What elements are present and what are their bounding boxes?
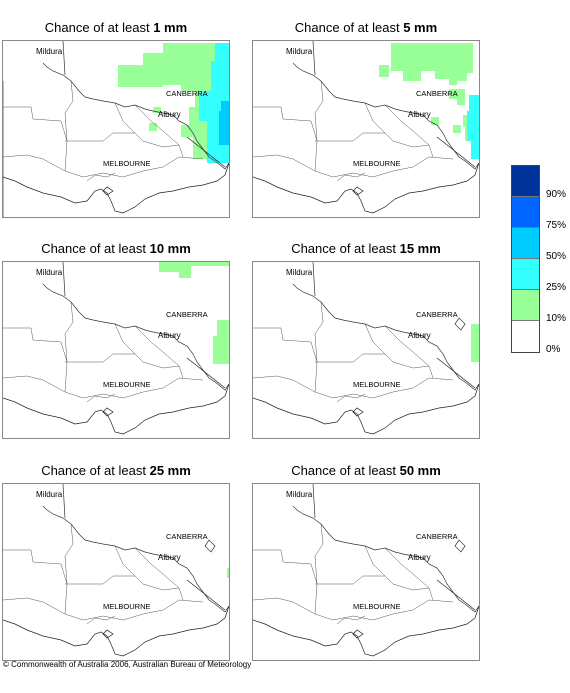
probability-map	[3, 41, 229, 217]
place-label-albury: Albury	[158, 110, 181, 119]
place-label-melbourne: MELBOURNE	[103, 602, 151, 611]
place-label-albury: Albury	[408, 110, 431, 119]
coastline	[3, 357, 229, 435]
state-borders	[292, 484, 479, 613]
panel-title: Chance of at least 10 mm	[2, 241, 230, 256]
title-prefix: Chance of at least	[294, 20, 400, 35]
coastline	[253, 136, 479, 214]
panel-title: Chance of at least 15 mm	[252, 241, 480, 256]
place-label-melbourne: MELBOURNE	[353, 602, 401, 611]
probability-map	[253, 262, 479, 435]
legend-tick-50: 50%	[546, 251, 567, 262]
map-frame: Mildura CANBERRA Albury MELBOURNE	[2, 40, 230, 218]
panel-title: Chance of at least 1 mm	[2, 20, 230, 35]
place-label-albury: Albury	[408, 553, 431, 562]
map-frame: Mildura CANBERRA Albury MELBOURNE	[2, 483, 230, 661]
title-threshold: 25 mm	[149, 463, 191, 478]
coastline	[253, 357, 479, 435]
title-prefix: Chance of at least	[41, 241, 146, 256]
district-boundaries	[253, 301, 454, 403]
probability-map	[253, 484, 479, 657]
legend-swatch-3	[512, 259, 539, 290]
place-label-mildura: Mildura	[286, 47, 313, 56]
title-threshold: 50 mm	[399, 463, 441, 478]
title-threshold: 10 mm	[149, 241, 191, 256]
place-label-canberra: CANBERRA	[416, 89, 458, 98]
probability-shading	[159, 262, 229, 364]
place-label-canberra: CANBERRA	[166, 532, 208, 541]
place-label-canberra: CANBERRA	[416, 532, 458, 541]
map-frame: Mildura CANBERRA Albury MELBOURNE	[2, 261, 230, 439]
place-label-albury: Albury	[158, 331, 181, 340]
legend-swatch-1	[512, 197, 539, 228]
map-frame: Mildura CANBERRA Albury MELBOURNE	[252, 261, 480, 439]
title-threshold: 1 mm	[153, 20, 188, 35]
coastline	[253, 579, 479, 657]
place-label-melbourne: MELBOURNE	[103, 159, 151, 168]
map-frame: Mildura CANBERRA Albury MELBOURNE	[252, 40, 480, 218]
legend-tick-10: 10%	[546, 313, 567, 324]
map-frame: Mildura CANBERRA Albury MELBOURNE	[252, 483, 480, 661]
legend-tick-25: 25%	[546, 282, 567, 293]
panel-title: Chance of at least 5 mm	[252, 20, 480, 35]
title-threshold: 15 mm	[399, 241, 441, 256]
probability-map	[253, 41, 479, 214]
map-panel-50mm: Chance of at least 50 mm	[252, 463, 480, 693]
legend-swatch-0	[512, 166, 539, 197]
probability-shading	[379, 43, 479, 159]
legend-swatch-2	[512, 228, 539, 259]
district-boundaries	[3, 523, 204, 625]
title-prefix: Chance of at least	[41, 463, 146, 478]
district-boundaries	[3, 301, 204, 403]
place-label-canberra: CANBERRA	[166, 89, 208, 98]
district-boundaries	[253, 80, 454, 182]
probability-legend: 90% 75% 50% 25% 10% 0%	[511, 165, 566, 355]
map-panel-15mm: Chance of at least 15 mm	[252, 241, 480, 471]
map-panel-5mm: Chance of at least 5 mm	[252, 20, 480, 250]
legend-color-bar	[511, 165, 540, 353]
state-borders	[292, 262, 479, 391]
title-prefix: Chance of at least	[291, 463, 396, 478]
panel-title: Chance of at least 50 mm	[252, 463, 480, 478]
title-prefix: Chance of at least	[44, 20, 150, 35]
state-borders	[42, 262, 229, 391]
place-label-canberra: CANBERRA	[416, 310, 458, 319]
place-label-mildura: Mildura	[36, 47, 63, 56]
coastline	[3, 136, 229, 214]
copyright-notice: © Commonwealth of Australia 2006, Austra…	[3, 660, 252, 669]
place-label-mildura: Mildura	[286, 268, 313, 277]
probability-shading	[227, 568, 229, 578]
probability-shading	[118, 43, 229, 163]
legend-swatch-4	[512, 290, 539, 321]
panel-title: Chance of at least 25 mm	[2, 463, 230, 478]
district-boundaries	[253, 523, 454, 625]
probability-map	[3, 484, 229, 657]
place-label-canberra: CANBERRA	[166, 310, 208, 319]
state-borders	[42, 484, 229, 613]
legend-swatch-5	[512, 321, 539, 352]
title-threshold: 5 mm	[403, 20, 438, 35]
legend-tick-0: 0%	[546, 344, 561, 355]
place-label-melbourne: MELBOURNE	[103, 380, 151, 389]
place-label-mildura: Mildura	[286, 490, 313, 499]
place-label-melbourne: MELBOURNE	[353, 380, 401, 389]
place-label-albury: Albury	[408, 331, 431, 340]
legend-tick-90: 90%	[546, 189, 567, 200]
place-label-melbourne: MELBOURNE	[353, 159, 401, 168]
coastline	[3, 579, 229, 657]
map-panel-1mm: Chance of at least 1 mm	[2, 20, 230, 250]
map-panel-25mm: Chance of at least 25 mm	[2, 463, 230, 693]
title-prefix: Chance of at least	[291, 241, 396, 256]
map-panel-10mm: Chance of at least 10 mm	[2, 241, 230, 471]
probability-map	[3, 262, 229, 435]
probability-shading	[471, 324, 479, 362]
place-label-mildura: Mildura	[36, 490, 63, 499]
legend-tick-75: 75%	[546, 220, 567, 231]
place-label-albury: Albury	[158, 553, 181, 562]
place-label-mildura: Mildura	[36, 268, 63, 277]
district-boundaries	[3, 80, 204, 182]
